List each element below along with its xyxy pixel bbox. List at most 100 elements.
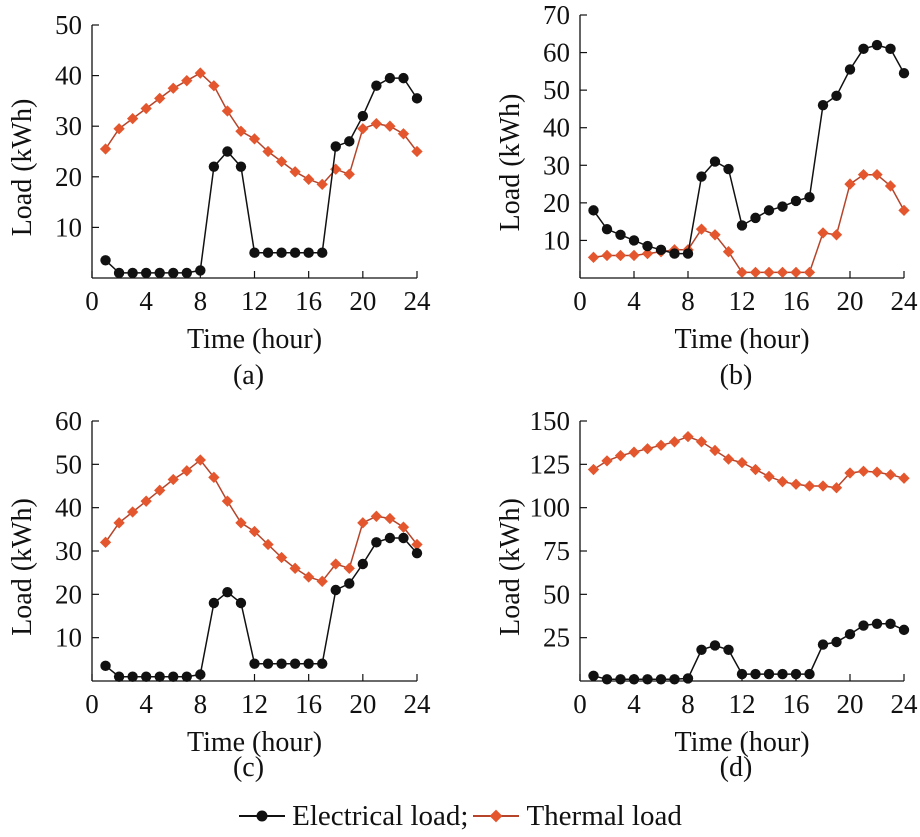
- panel-4-electrical-point: [790, 668, 802, 680]
- panel-2-x-tick-label: 16: [783, 286, 810, 316]
- panel-4-electrical-point: [642, 674, 653, 685]
- panel-3-thermal-point: [248, 525, 261, 538]
- panel-1-thermal-point: [343, 168, 355, 180]
- panel-2-electrical-point: [588, 205, 599, 216]
- panel-1-electrical-point: [276, 247, 287, 258]
- panel-2-electrical-point: [696, 171, 707, 182]
- panel-1-electrical-point: [303, 247, 314, 258]
- panel-4-thermal-point: [790, 478, 802, 490]
- panel-2-electrical-point: [628, 235, 640, 246]
- panel-3-electrical-point: [344, 578, 355, 589]
- panel-4-thermal-point: [871, 466, 883, 478]
- panel-4-electrical-point: [804, 668, 815, 680]
- panel-1-thermal-point: [140, 102, 152, 115]
- panel-2-thermal-point: [871, 169, 883, 181]
- panel-1-thermal-point: [99, 143, 112, 155]
- panel-1-electrical-point: [330, 141, 341, 152]
- panel-1-y-axis-title: Load (kWh): [7, 99, 38, 237]
- panel-3-thermal-point: [357, 517, 369, 529]
- panel-2-electrical-point: [858, 43, 869, 55]
- panel-3-x-tick-label: 24: [404, 689, 432, 719]
- panel-1-x-tick-label: 20: [349, 286, 376, 316]
- panel-3-thermal-point: [275, 551, 288, 564]
- panel-4-electrical-point: [817, 639, 829, 650]
- panel-3-electrical-point: [208, 597, 220, 609]
- panel-3-y-tick-label: 20: [55, 579, 82, 609]
- panel-2-thermal-point: [587, 251, 600, 263]
- panel-3-electrical-point: [235, 597, 247, 609]
- panel-1-thermal-point: [397, 128, 410, 140]
- panel-4-x-tick-label: 20: [837, 689, 864, 719]
- panel-3-electrical-point: [317, 658, 328, 669]
- panel-1-electrical-point: [371, 80, 382, 91]
- panel-2-electrical-point: [736, 220, 748, 231]
- panel-3-electrical-point: [276, 658, 287, 669]
- panel-4-thermal-point: [655, 439, 667, 451]
- legend-thermal-label: Thermal load: [526, 799, 682, 832]
- panel-3-x-tick-label: 0: [85, 689, 99, 719]
- panel-3-thermal-point: [99, 536, 112, 548]
- panel-4-thermal-point: [695, 436, 708, 448]
- panel-4-electrical-point: [831, 636, 842, 648]
- panel-1-electrical-point: [235, 161, 247, 172]
- panel-1-thermal-point: [126, 112, 139, 125]
- panel-2-thermal-point: [844, 178, 856, 190]
- panel-2-electrical-point: [682, 248, 694, 259]
- panel-2-y-axis-title: Load (kWh): [495, 94, 526, 232]
- panel-3-x-tick-label: 12: [241, 689, 268, 719]
- panel-2-thermal-point: [817, 227, 829, 239]
- panel-3-y-tick-label: 40: [55, 493, 82, 523]
- panel-3-electrical-point: [384, 532, 396, 544]
- panel-2-electrical-point: [601, 223, 613, 235]
- legend-electrical: Electrical load;: [238, 800, 468, 833]
- panel-1-electrical-point: [357, 110, 369, 122]
- panel-4-thermal-point: [763, 470, 775, 483]
- panel-3-y-tick-label: 30: [55, 536, 82, 566]
- panel-3-electrical-point: [330, 584, 341, 596]
- panel-2-electrical-point: [804, 192, 815, 203]
- panel-4-thermal-point: [776, 476, 789, 488]
- panel-2-thermal-point: [776, 266, 789, 279]
- panel-2-y-tick-label: 20: [543, 188, 570, 218]
- panel-4-thermal-point: [682, 430, 694, 443]
- panel-1-thermal-point: [262, 145, 274, 158]
- panel-1-thermal-point: [154, 92, 166, 105]
- panel-4-electrical-point: [588, 670, 599, 681]
- panel-2-thermal-point: [601, 249, 613, 262]
- panel-4-caption: (d): [720, 752, 753, 783]
- panel-3-thermal-point: [126, 506, 139, 518]
- panel-2-electrical-point: [655, 244, 667, 256]
- panel-4-electrical-point: [628, 674, 640, 685]
- panel-2-y-tick-label: 30: [543, 150, 570, 180]
- panel-1-electrical-point: [344, 136, 355, 147]
- panel-1-electrical-point: [222, 146, 233, 157]
- panel-4: 25 50 75 100 125 150 0 4 8 12 16 20 24 Time (hour) Loa…: [495, 406, 918, 783]
- panel-2-electrical-point: [750, 212, 761, 224]
- panel-4-electrical-point: [871, 618, 883, 629]
- panel-1-thermal-point: [316, 178, 328, 191]
- panel-1-electrical-point: [249, 247, 260, 258]
- panel-1-thermal-point: [113, 123, 125, 135]
- panel-1-electrical-point: [317, 247, 328, 258]
- panel-4-electrical-point: [898, 624, 910, 636]
- legend-electrical-label: Electrical load;: [292, 799, 469, 832]
- panel-1-x-tick-label: 16: [295, 286, 322, 316]
- panel-4-electrical-point: [723, 644, 734, 655]
- panel-3-y-tick-label: 10: [55, 623, 82, 653]
- panel-2-thermal-point: [709, 229, 721, 241]
- panel-2-x-tick-label: 20: [837, 286, 864, 316]
- panel-2-electrical-point: [709, 156, 721, 167]
- panel-1-electrical-point: [168, 267, 179, 279]
- panel-1-electrical-point: [208, 161, 220, 172]
- panel-3-electrical-point: [100, 660, 111, 672]
- panel-2: 10 20 30 40 50 60 70 0 4 8 12 16 20 24 Time (hour) Load…: [495, 0, 918, 391]
- panel-4-electrical-point: [669, 674, 680, 685]
- panel-3-electrical-point: [222, 586, 233, 598]
- panel-1-electrical-point: [154, 267, 165, 279]
- panel-1-thermal-point: [370, 118, 383, 130]
- panel-2-x-tick-label: 0: [573, 286, 587, 316]
- panel-2-electrical-point: [871, 39, 883, 51]
- panel-1-x-tick-label: 4: [139, 286, 153, 316]
- panel-4-thermal-point: [614, 450, 627, 462]
